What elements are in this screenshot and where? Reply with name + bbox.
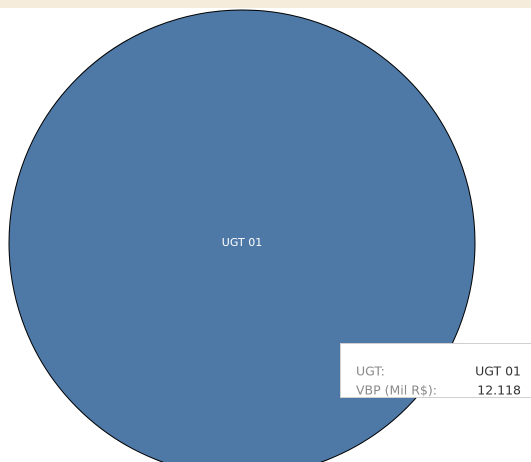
tooltip-value: 12.118 (477, 383, 521, 398)
slice-label: UGT 01 (222, 236, 262, 249)
tooltip-key: VBP (Mil R$): (356, 383, 437, 398)
tooltip: UGT: UGT 01 VBP (Mil R$): 12.118 (340, 343, 531, 398)
tooltip-value: UGT 01 (475, 364, 521, 379)
tooltip-box (340, 343, 531, 398)
top-band (0, 0, 531, 8)
tooltip-key: UGT: (356, 364, 385, 379)
